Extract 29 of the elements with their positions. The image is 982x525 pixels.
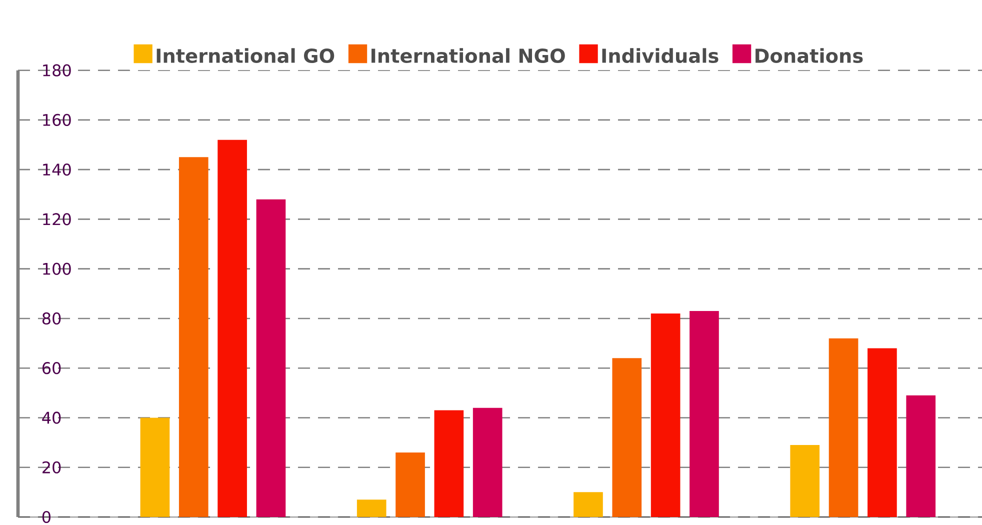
y-tick-label: 180	[43, 64, 71, 76]
bar	[434, 410, 464, 517]
bar	[472, 408, 502, 517]
y-tick-label: 100	[43, 262, 71, 275]
y-tick-label: 80	[42, 312, 61, 325]
bar	[828, 338, 858, 517]
bar	[256, 199, 286, 517]
bar	[650, 314, 680, 517]
y-tick-label: 60	[42, 362, 61, 374]
bar	[612, 358, 642, 517]
bar	[906, 395, 936, 517]
bar	[790, 445, 820, 517]
y-tick-label: 160	[43, 114, 71, 126]
y-tick-label: 120	[43, 213, 71, 226]
bar	[396, 452, 425, 517]
bar	[868, 348, 897, 517]
legend-label: International NGO	[372, 48, 565, 64]
bar	[140, 418, 170, 517]
bar	[574, 492, 603, 517]
y-tick-label: 20	[42, 461, 61, 474]
bar	[218, 140, 247, 517]
bar	[690, 311, 719, 517]
y-tick-label: 40	[42, 412, 61, 424]
legend-label: Individuals	[602, 48, 718, 64]
bar	[178, 157, 208, 517]
bar	[356, 500, 386, 517]
y-tick-label: 140	[43, 164, 71, 176]
legend-label: International GO	[156, 48, 334, 64]
legend-label: Donations	[756, 48, 863, 64]
